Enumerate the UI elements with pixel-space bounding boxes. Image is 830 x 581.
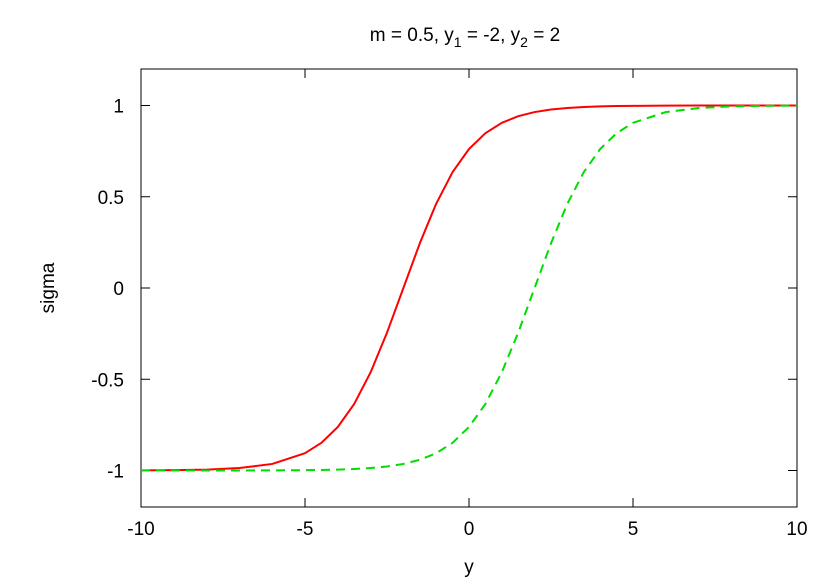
y-tick-label: -0.5 bbox=[91, 370, 124, 391]
x-tick-label: -5 bbox=[297, 519, 314, 540]
x-tick-label: 0 bbox=[464, 519, 475, 540]
y-tick-label: -1 bbox=[107, 462, 124, 483]
y-tick-label: 0 bbox=[113, 279, 124, 300]
x-tick-label: 5 bbox=[628, 519, 639, 540]
y-tick-label: 0.5 bbox=[98, 188, 124, 209]
chart-title: m = 0.5, y1 = -2, y2 = 2 bbox=[370, 25, 560, 50]
plot-frame bbox=[140, 68, 798, 508]
series-line-2 bbox=[141, 104, 798, 472]
axis-ticks: -10 -5 0 5 10 -1 -0.5 0 0.5 1 bbox=[91, 69, 808, 540]
y-axis-label: sigma bbox=[38, 262, 59, 313]
series-line-1 bbox=[140, 104, 797, 472]
x-axis-label: y bbox=[464, 557, 474, 578]
x-tick-label: -10 bbox=[127, 519, 154, 540]
y-tick-label: 1 bbox=[113, 97, 124, 118]
series-group bbox=[140, 104, 798, 472]
x-tick-label: 10 bbox=[786, 519, 807, 540]
